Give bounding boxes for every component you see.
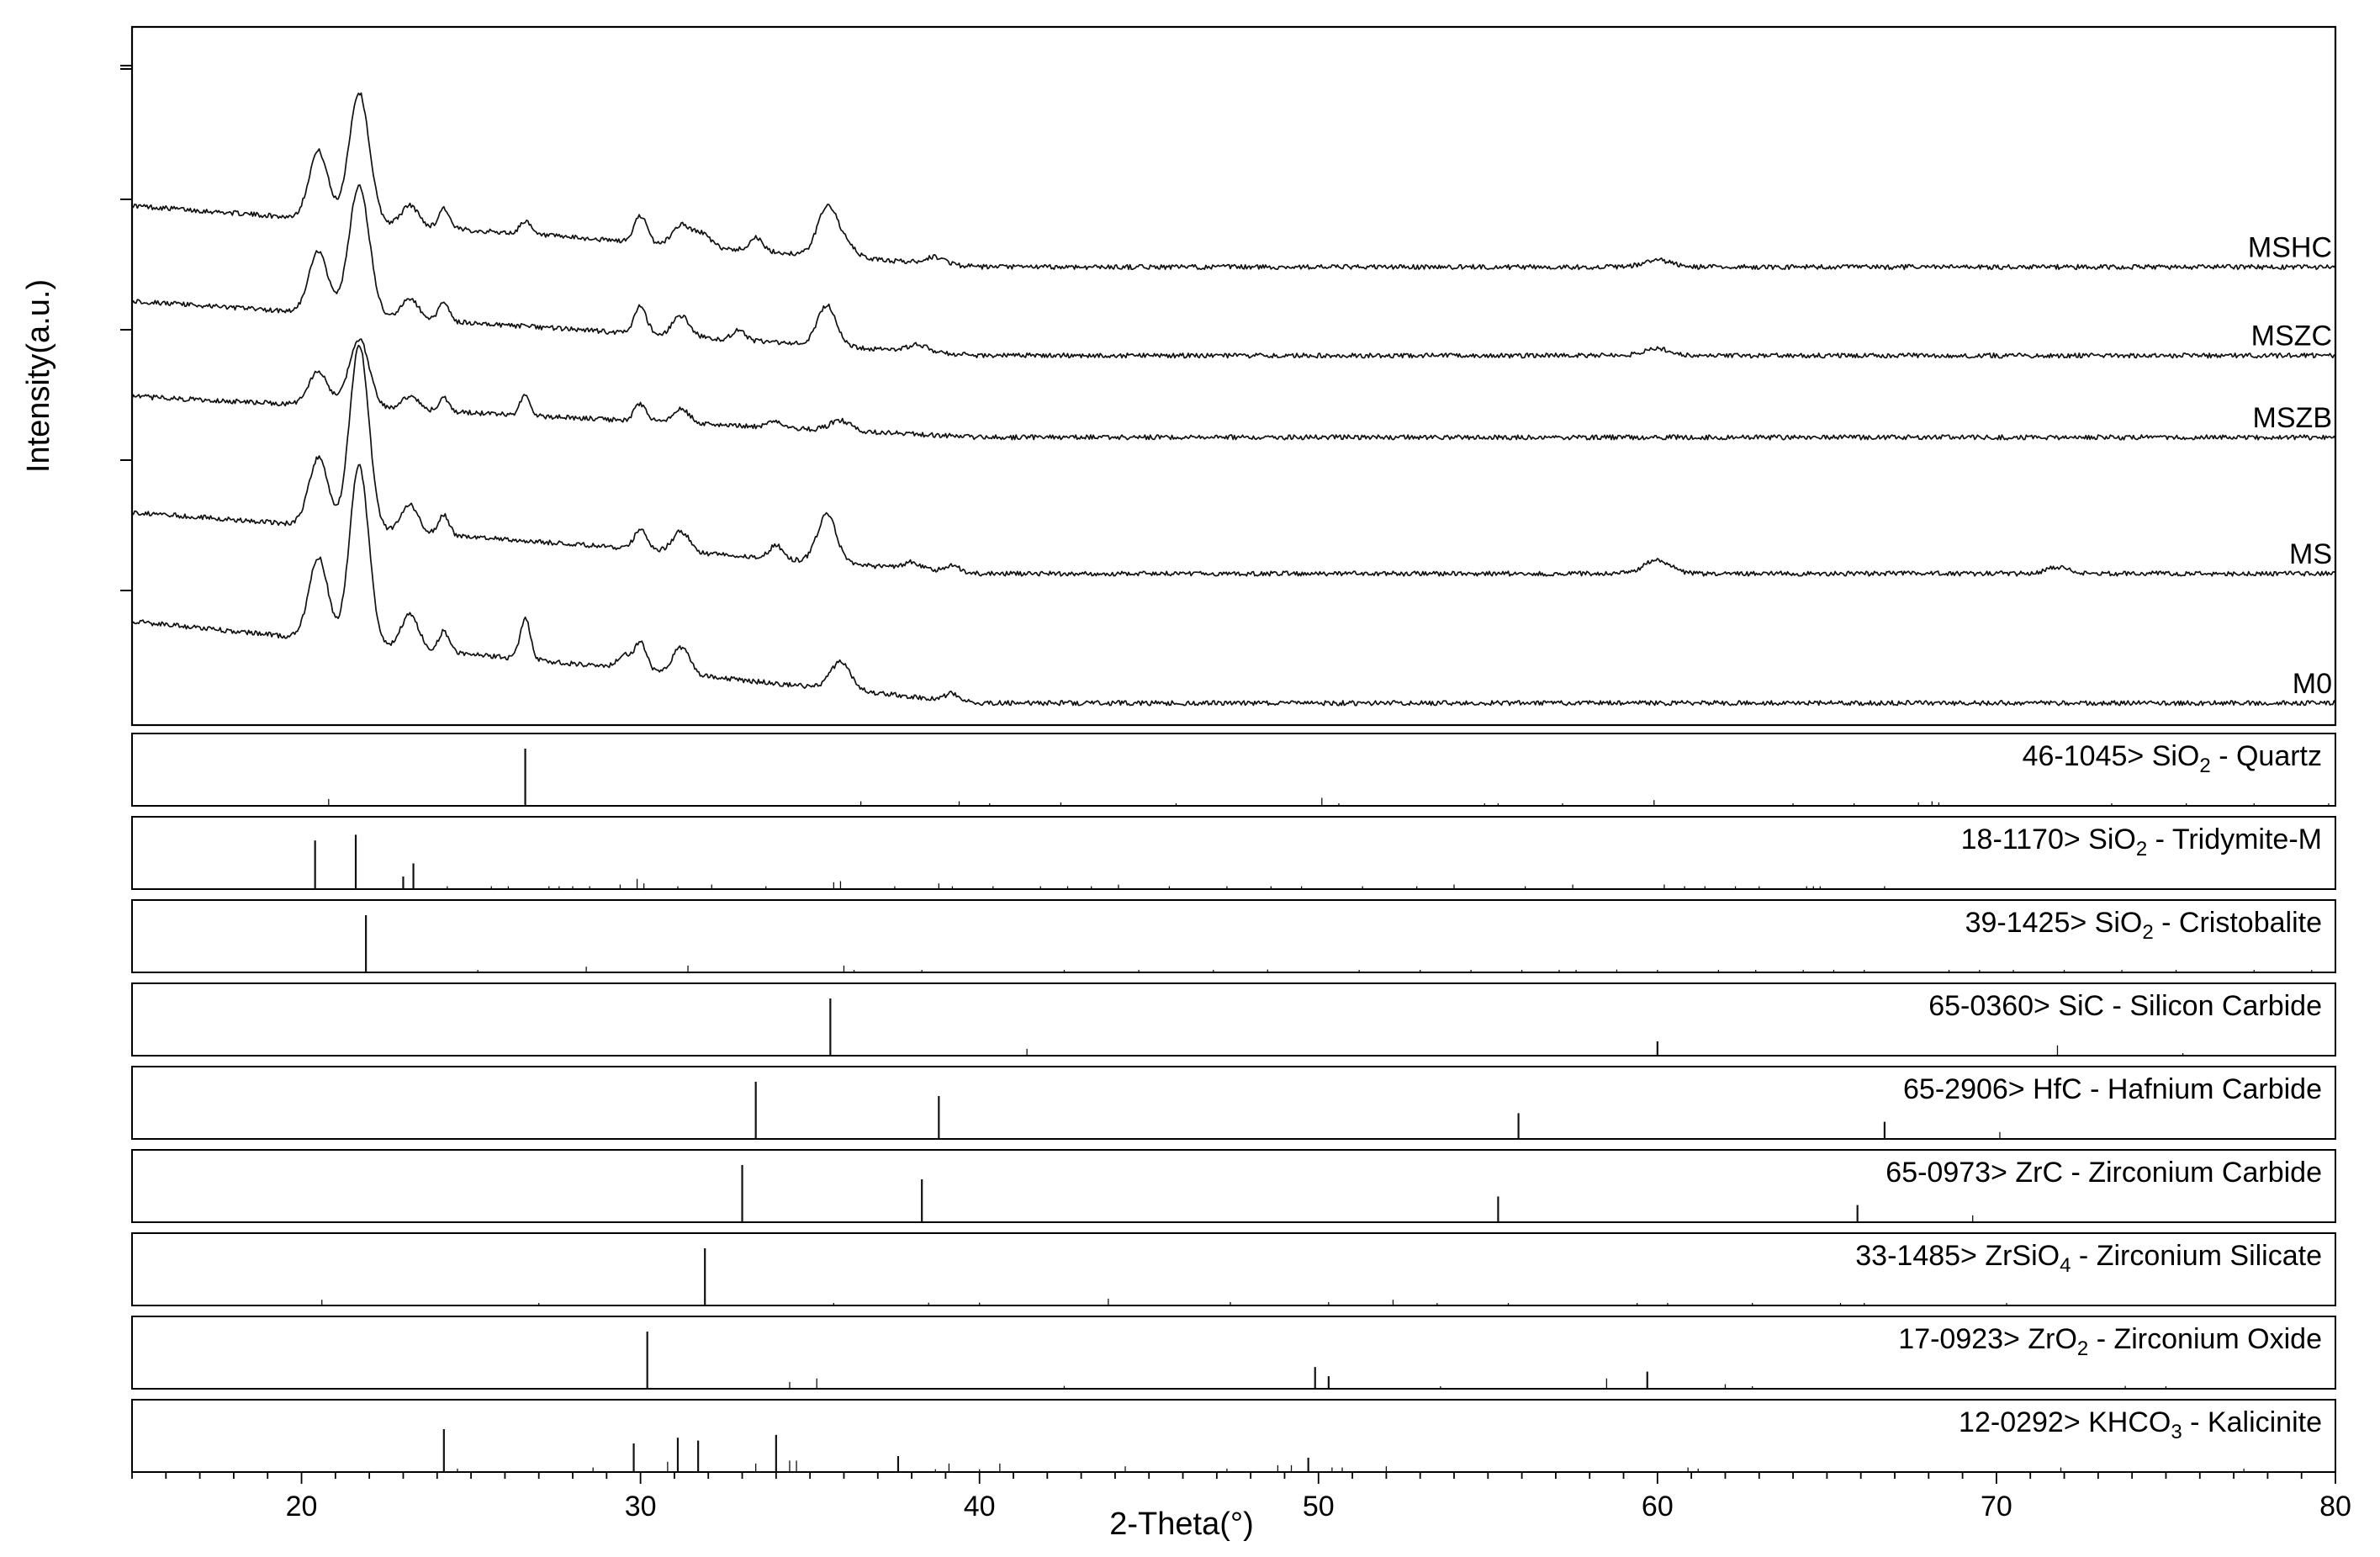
reference-panel-39-1425 xyxy=(131,899,2336,973)
xrd-patterns xyxy=(131,92,2336,707)
series-label-mszc: MSZC xyxy=(2251,320,2332,352)
reference-panel-18-1170 xyxy=(131,816,2336,890)
x-tick-label: 80 xyxy=(2319,1491,2351,1523)
x-axis-label: 2-Theta(°) xyxy=(1109,1507,1253,1542)
reference-label: 65-2906> HfC - Hafnium Carbide xyxy=(1903,1073,2322,1105)
x-tick-label: 60 xyxy=(1642,1491,1674,1523)
x-tick-label: 30 xyxy=(625,1491,657,1523)
pattern-mshc xyxy=(131,92,2336,271)
y-axis-label: Intensity(a.u.) xyxy=(21,279,56,473)
xrd-patterns-frame xyxy=(130,25,2337,727)
reference-panels: 46-1045> SiO2 - Quartz 18-1170> SiO2 - Tr… xyxy=(131,733,2336,1473)
series-label-ms: MS xyxy=(2289,538,2332,570)
reference-label: 12-0292> KHCO3 - Kalicinite xyxy=(1959,1406,2322,1443)
reference-label: 39-1425> SiO2 - Cristobalite xyxy=(1965,907,2322,944)
reference-panel-65-0360 xyxy=(131,982,2336,1057)
x-tick-label: 50 xyxy=(1303,1491,1335,1523)
series-label-mszb: MSZB xyxy=(2253,402,2332,434)
reference-panel-65-0973 xyxy=(131,1149,2336,1223)
reference-label: 18-1170> SiO2 - Tridymite-M xyxy=(1961,824,2322,861)
reference-panel-17-0923 xyxy=(131,1316,2336,1390)
x-tick-label: 20 xyxy=(286,1491,318,1523)
x-tick-label: 70 xyxy=(1981,1491,2012,1523)
series-labels: MSHC MSZC MSZB MS M0 xyxy=(2248,231,2332,699)
reference-label: 17-0923> ZrO2 - Zirconium Oxide xyxy=(1898,1323,2322,1360)
pattern-mszc xyxy=(131,184,2336,359)
series-label-mshc: MSHC xyxy=(2248,231,2332,263)
x-axis: 20 30 40 50 60 70 80 xyxy=(131,1472,2351,1523)
reference-label: 46-1045> SiO2 - Quartz xyxy=(2023,740,2322,777)
reference-label: 33-1485> ZrSiO4 - Zirconium Silicate xyxy=(1855,1240,2322,1277)
y-axis-ticks xyxy=(120,65,132,591)
reference-label: 65-0973> ZrC - Zirconium Carbide xyxy=(1885,1157,2322,1189)
series-label-m0: M0 xyxy=(2293,668,2332,700)
reference-panel-33-1485 xyxy=(131,1232,2336,1306)
reference-label: 65-0360> SiC - Silicon Carbide xyxy=(1928,990,2322,1022)
reference-panel-12-0292 xyxy=(131,1399,2336,1473)
reference-panel-46-1045 xyxy=(131,733,2336,807)
x-tick-label: 40 xyxy=(964,1491,996,1523)
pattern-m0 xyxy=(131,463,2336,707)
pattern-mszb xyxy=(131,338,2336,441)
pattern-ms xyxy=(131,344,2336,577)
reference-panel-65-2906 xyxy=(131,1066,2336,1140)
